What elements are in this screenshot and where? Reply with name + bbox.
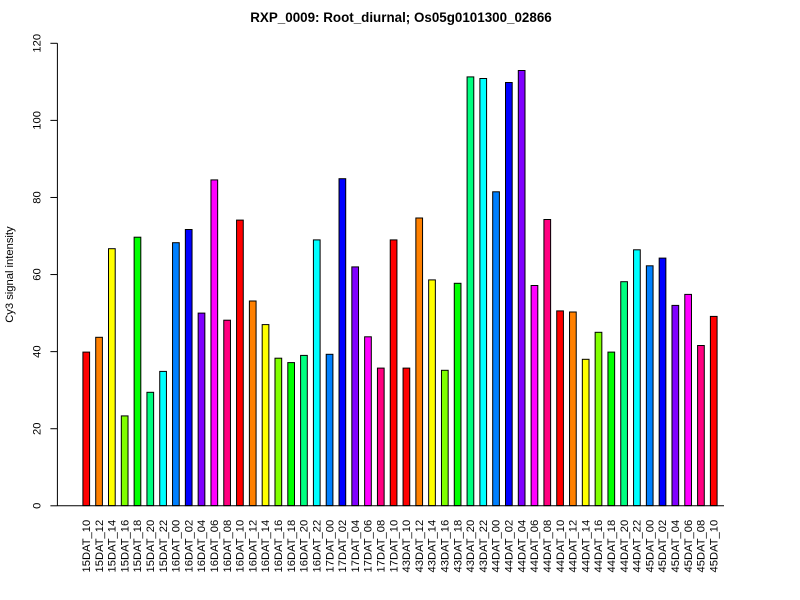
svg-text:RXP_0009: Root_diurnal; Os05g0: RXP_0009: Root_diurnal; Os05g0101300_028… [250, 10, 551, 25]
svg-text:44DAT_22: 44DAT_22 [632, 520, 644, 573]
svg-text:40: 40 [31, 345, 43, 357]
svg-text:15DAT_20: 15DAT_20 [145, 520, 157, 573]
svg-text:45DAT_10: 45DAT_10 [708, 520, 720, 573]
svg-text:16DAT_12: 16DAT_12 [247, 520, 259, 573]
svg-text:44DAT_02: 44DAT_02 [504, 520, 516, 573]
svg-text:43DAT_18: 43DAT_18 [452, 520, 464, 573]
svg-text:16DAT_20: 16DAT_20 [299, 520, 311, 573]
svg-text:44DAT_12: 44DAT_12 [568, 520, 580, 573]
svg-text:0: 0 [31, 503, 43, 509]
svg-text:45DAT_02: 45DAT_02 [657, 520, 669, 573]
svg-text:43DAT_14: 43DAT_14 [427, 520, 439, 573]
svg-text:16DAT_14: 16DAT_14 [260, 520, 272, 573]
svg-text:16DAT_10: 16DAT_10 [235, 520, 247, 573]
svg-text:45DAT_00: 45DAT_00 [644, 520, 656, 573]
svg-text:16DAT_02: 16DAT_02 [183, 520, 195, 573]
svg-text:Cy3 signal intensity: Cy3 signal intensity [4, 226, 16, 323]
svg-text:16DAT_06: 16DAT_06 [209, 520, 221, 573]
svg-text:16DAT_04: 16DAT_04 [196, 520, 208, 573]
svg-text:15DAT_10: 15DAT_10 [81, 520, 93, 573]
svg-text:44DAT_14: 44DAT_14 [580, 520, 592, 573]
svg-text:43DAT_12: 43DAT_12 [414, 520, 426, 573]
svg-text:44DAT_16: 44DAT_16 [593, 520, 605, 573]
svg-text:44DAT_04: 44DAT_04 [516, 520, 528, 573]
svg-text:44DAT_10: 44DAT_10 [555, 520, 567, 573]
svg-text:17DAT_06: 17DAT_06 [363, 520, 375, 573]
svg-text:44DAT_08: 44DAT_08 [542, 520, 554, 573]
svg-text:16DAT_18: 16DAT_18 [286, 520, 298, 573]
svg-text:44DAT_18: 44DAT_18 [606, 520, 618, 573]
svg-text:17DAT_04: 17DAT_04 [350, 520, 362, 573]
svg-text:45DAT_06: 45DAT_06 [683, 520, 695, 573]
svg-text:43DAT_10: 43DAT_10 [401, 520, 413, 573]
svg-text:120: 120 [31, 34, 43, 53]
svg-text:45DAT_08: 45DAT_08 [696, 520, 708, 573]
svg-text:17DAT_00: 17DAT_00 [324, 520, 336, 573]
svg-text:17DAT_02: 17DAT_02 [337, 520, 349, 573]
svg-text:43DAT_16: 43DAT_16 [440, 520, 452, 573]
svg-text:16DAT_16: 16DAT_16 [273, 520, 285, 573]
svg-text:15DAT_14: 15DAT_14 [107, 520, 119, 573]
svg-text:43DAT_22: 43DAT_22 [478, 520, 490, 573]
svg-text:44DAT_00: 44DAT_00 [491, 520, 503, 573]
svg-text:15DAT_22: 15DAT_22 [158, 520, 170, 573]
svg-text:16DAT_00: 16DAT_00 [171, 520, 183, 573]
svg-text:100: 100 [31, 111, 43, 130]
svg-text:15DAT_16: 15DAT_16 [119, 520, 131, 573]
svg-text:60: 60 [31, 268, 43, 280]
svg-text:80: 80 [31, 191, 43, 203]
svg-text:15DAT_12: 15DAT_12 [94, 520, 106, 573]
svg-text:17DAT_08: 17DAT_08 [375, 520, 387, 573]
svg-text:16DAT_08: 16DAT_08 [222, 520, 234, 573]
svg-text:17DAT_10: 17DAT_10 [388, 520, 400, 573]
svg-text:44DAT_20: 44DAT_20 [619, 520, 631, 573]
svg-text:15DAT_18: 15DAT_18 [132, 520, 144, 573]
svg-text:43DAT_20: 43DAT_20 [465, 520, 477, 573]
svg-text:44DAT_06: 44DAT_06 [529, 520, 541, 573]
svg-text:20: 20 [31, 422, 43, 434]
svg-text:16DAT_22: 16DAT_22 [311, 520, 323, 573]
svg-text:45DAT_04: 45DAT_04 [670, 520, 682, 573]
